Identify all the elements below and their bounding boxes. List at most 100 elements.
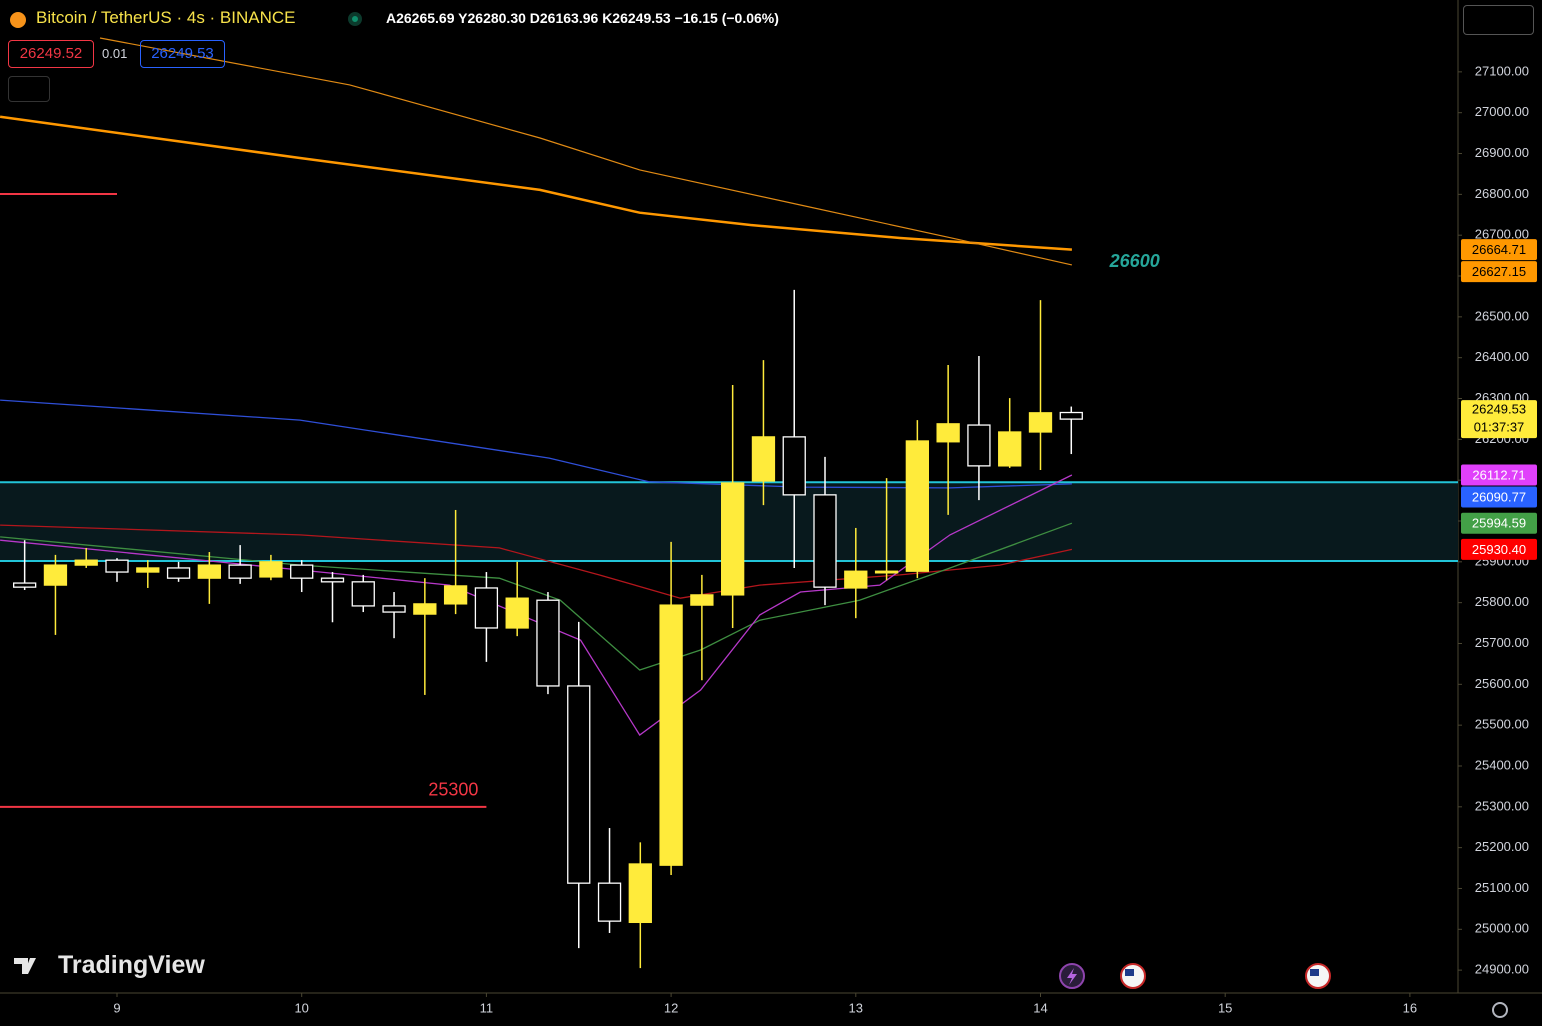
price-badge — [1461, 464, 1537, 486]
candle-body — [166, 567, 191, 579]
ohlc-change: −16.15 (−0.06%) — [674, 10, 779, 26]
currency-select[interactable]: USDT ⌄ — [1463, 5, 1534, 35]
candle-body — [567, 685, 591, 884]
y-tick-label: 26900.00 — [1475, 145, 1529, 160]
candle-body — [290, 564, 314, 579]
price-badge — [1461, 239, 1537, 261]
indicator-count: 3 — [32, 81, 41, 97]
price-badge-label: 26664.71 — [1472, 242, 1526, 257]
x-tick-label: 14 — [1033, 1000, 1047, 1015]
x-tick-label: 11 — [480, 1000, 494, 1015]
level-label: 25300 — [428, 780, 478, 800]
candle-body — [998, 431, 1022, 467]
candle-body — [105, 559, 129, 573]
y-tick-label: 25500.00 — [1475, 717, 1529, 732]
candle-body — [659, 604, 683, 866]
y-tick-label: 25100.00 — [1475, 880, 1529, 895]
y-tick-label: 25400.00 — [1475, 757, 1529, 772]
y-tick-label: 27100.00 — [1475, 63, 1529, 78]
candle-body — [382, 605, 406, 613]
candle-body — [74, 559, 98, 566]
ohlc-open: A26265.69 — [386, 10, 455, 26]
ohlc-high: Y26280.30 — [458, 10, 526, 26]
y-tick-label: 25000.00 — [1475, 921, 1529, 936]
price-badge-label: 25994.59 — [1472, 516, 1526, 531]
indicator-line — [0, 399, 1072, 489]
buy-button[interactable]: 26249.53 — [140, 40, 225, 68]
y-tick-label: 26400.00 — [1475, 349, 1529, 364]
logo: TradingView — [58, 951, 205, 979]
ohlc-close: K26249.53 — [602, 10, 671, 26]
candle-body — [259, 561, 283, 578]
x-tick-label: 10 — [294, 1000, 308, 1015]
y-tick-label: 24900.00 — [1475, 962, 1529, 977]
candle-body — [413, 603, 437, 615]
candle-body — [751, 436, 776, 482]
y-tick-label: 25700.00 — [1475, 635, 1529, 650]
y-tick-label: 26500.00 — [1475, 308, 1529, 323]
candle-body — [874, 570, 899, 574]
y-tick-label: 25800.00 — [1475, 594, 1529, 609]
last-price-badge — [1461, 400, 1537, 439]
price-badge-label: 25930.40 — [1472, 542, 1526, 557]
x-tick-label: 9 — [113, 1000, 120, 1015]
y-tick-label: 26800.00 — [1475, 186, 1529, 201]
sell-button[interactable]: 26249.52 — [8, 40, 94, 68]
candle-body — [228, 564, 252, 579]
price-badge — [1461, 261, 1537, 283]
currency: USDT — [1468, 12, 1507, 28]
x-tick-label: 16 — [1403, 1000, 1417, 1015]
y-tick-label: 25200.00 — [1475, 839, 1529, 854]
indicator-line — [0, 524, 1073, 599]
candle-body — [136, 567, 160, 573]
indicator-line — [0, 115, 1072, 251]
x-tick-label: 15 — [1218, 1000, 1232, 1015]
candle-body — [813, 494, 837, 588]
price-badge-label: 26627.15 — [1472, 264, 1526, 279]
annotation: 26600 — [1109, 251, 1160, 271]
candle-body — [597, 882, 622, 922]
candle-body — [721, 482, 745, 596]
candle-body — [351, 581, 375, 607]
candle-body — [967, 424, 991, 467]
candle-body — [844, 570, 868, 589]
x-tick-label: 12 — [664, 1000, 678, 1015]
symbol[interactable]: Bitcoin / TetherUS · 4s · BINANCE — [36, 8, 296, 27]
dropdown-caret: ⌄ — [1516, 12, 1528, 28]
y-tick-label: 25600.00 — [1475, 676, 1529, 691]
price-badge-label: 26249.53 — [1472, 402, 1526, 417]
x-tick-label: 13 — [849, 1000, 863, 1015]
candle-body — [628, 863, 652, 924]
candle-body — [320, 577, 345, 583]
candle-body — [1028, 412, 1053, 433]
ohlc-low: D26163.96 — [529, 10, 599, 26]
indicator-toggle[interactable]: ⌄ 3 — [8, 76, 50, 102]
candle-body — [443, 585, 468, 605]
price-badge — [1461, 512, 1537, 534]
candle-body — [474, 587, 499, 629]
price-badge — [1461, 538, 1537, 560]
ohlc: A26265.69 Y26280.30 D26163.96 K26249.53 … — [386, 10, 779, 26]
y-tick-label: 25300.00 — [1475, 798, 1529, 813]
price-badge-label: 26090.77 — [1472, 489, 1526, 504]
candle-body — [1059, 411, 1083, 420]
indicator-line — [0, 474, 1073, 736]
candle-body — [690, 594, 714, 606]
indicator-line — [99, 37, 1073, 266]
countdown: 01:37:37 — [1474, 420, 1525, 435]
candle-body — [43, 564, 68, 586]
y-tick-label: 26700.00 — [1475, 227, 1529, 242]
price-badge-label: 26112.71 — [1472, 467, 1525, 482]
y-tick-label: 27000.00 — [1475, 104, 1529, 119]
candle-body — [197, 564, 222, 579]
candle-body — [782, 436, 806, 496]
candle-body — [505, 597, 529, 629]
candle-body — [936, 423, 960, 443]
candle-body — [905, 440, 930, 572]
price-badge — [1461, 486, 1537, 508]
candle-body — [536, 599, 560, 687]
candle-body — [13, 582, 37, 588]
spread: 0.01 — [102, 46, 128, 61]
